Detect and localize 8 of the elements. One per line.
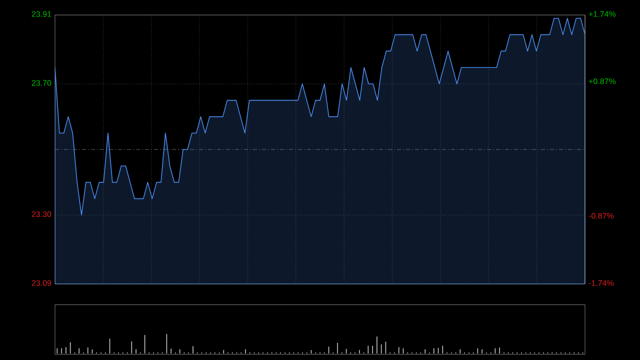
y-tick-label: 23.30 (32, 211, 52, 217)
y2-tick-label: -1.74% (588, 280, 614, 286)
y2-tick-label: +1.74% (588, 11, 616, 17)
y-tick-label: 23.70 (32, 80, 52, 86)
y-tick-label: 23.09 (32, 280, 52, 286)
y-tick-label: 23.91 (32, 11, 52, 17)
y2-tick-label: -0.87% (588, 212, 614, 219)
y2-tick-label: +0.87% (588, 78, 616, 84)
